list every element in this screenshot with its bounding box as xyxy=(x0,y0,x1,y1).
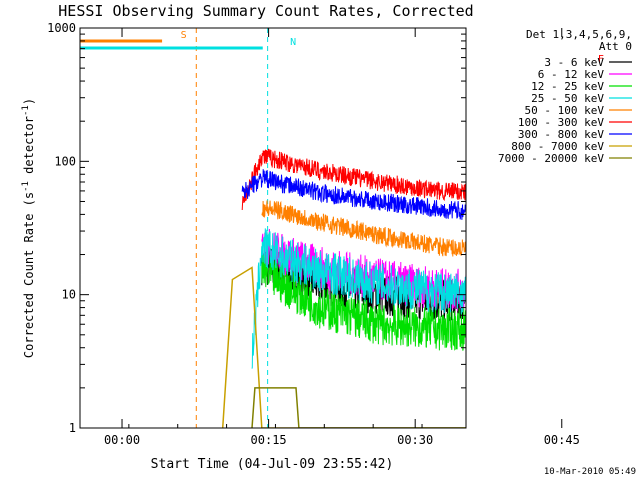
y-axis-label-main: Corrected Count Rate (s xyxy=(22,192,36,358)
y-axis-label-sup1: -1 xyxy=(21,181,31,192)
flag-S: S xyxy=(80,28,197,428)
axis-layer: 00:0000:1500:3000:4501:0001:1501:3011010… xyxy=(47,21,580,447)
series-6 xyxy=(241,169,466,220)
series-layer xyxy=(221,148,466,428)
x-tick-label: 00:30 xyxy=(397,433,433,447)
x-tick-label: 00:45 xyxy=(544,433,580,447)
legend-label: 300 - 800 keV xyxy=(518,128,604,141)
series-line xyxy=(221,266,466,428)
flag-layer: S N F xyxy=(80,28,604,428)
footer-timestamp: 10-Mar-2010 05:49 xyxy=(544,467,636,477)
legend-label: 50 - 100 keV xyxy=(525,104,605,117)
legend-label: 100 - 300 keV xyxy=(518,116,604,129)
legend-label: 12 - 25 keV xyxy=(531,80,604,93)
y-axis-label: Corrected Count Rate (s-1 detector-1) xyxy=(21,98,36,358)
legend-label: 7000 - 20000 keV xyxy=(498,152,604,165)
y-tick-label: 1000 xyxy=(47,21,76,35)
series-5 xyxy=(241,148,466,211)
legend-label: 800 - 7000 keV xyxy=(511,140,604,153)
series-2 xyxy=(261,250,466,351)
x-tick-label: 00:00 xyxy=(104,433,140,447)
flag-label: S xyxy=(181,30,187,41)
series-3 xyxy=(251,228,466,369)
y-tick-label: 10 xyxy=(62,288,76,302)
flag-F: F xyxy=(598,54,604,65)
series-8 xyxy=(251,387,466,428)
y-axis-label-mid: detector xyxy=(22,116,36,181)
flag-label: N xyxy=(290,37,296,48)
series-line xyxy=(241,148,466,211)
series-line xyxy=(251,228,466,369)
x-tick-label: 00:15 xyxy=(251,433,287,447)
y-axis-label-end: ) xyxy=(22,98,36,105)
legend-label: 25 - 50 keV xyxy=(531,92,604,105)
y-tick-label: 1 xyxy=(69,421,76,435)
y-axis-label-sup2: -1 xyxy=(21,105,31,116)
y-tick-label: 100 xyxy=(54,154,76,168)
series-4 xyxy=(261,200,466,257)
chart-title: HESSI Observing Summary Count Rates, Cor… xyxy=(58,2,473,20)
series-line xyxy=(261,250,466,351)
series-line xyxy=(261,228,466,311)
series-line xyxy=(241,169,466,220)
legend-label: 3 - 6 keV xyxy=(544,56,604,69)
flag-N: N xyxy=(80,28,296,428)
plot-frame xyxy=(79,27,467,429)
series-line xyxy=(251,387,466,428)
legend-label: 6 - 12 keV xyxy=(538,68,605,81)
series-line xyxy=(261,246,466,322)
legend-header: Att 0 xyxy=(599,40,632,53)
x-axis-label: Start Time (04-Jul-09 23:55:42) xyxy=(151,457,394,472)
series-line xyxy=(261,200,466,257)
legend-header: Det 1,3,4,5,6,9, xyxy=(526,28,632,41)
flag-label: F xyxy=(598,54,604,65)
